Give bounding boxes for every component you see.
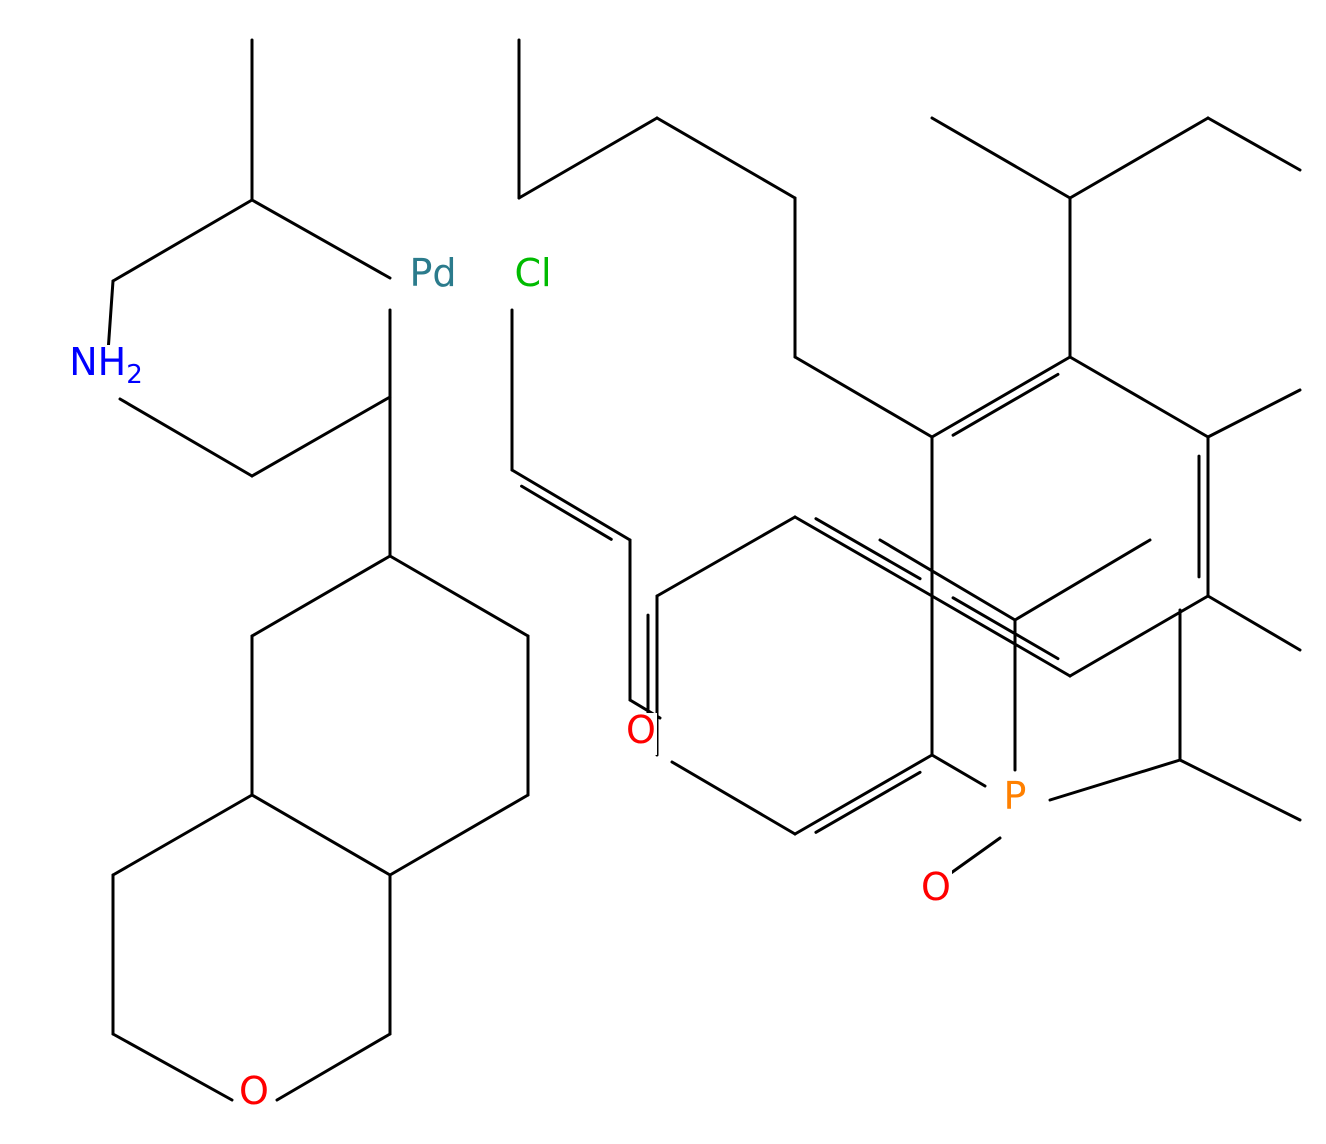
atom-label-o3: O	[238, 1069, 270, 1116]
bond	[1206, 388, 1302, 439]
atom-label-o2: O	[920, 865, 952, 912]
label-backdrop	[506, 256, 560, 298]
atom-symbol: P	[1004, 774, 1027, 818]
bond	[275, 1032, 392, 1102]
bond	[1048, 758, 1182, 802]
label-backdrop	[920, 870, 952, 912]
atom-label-layer: Pd Cl NH2 O O O P	[69, 251, 1031, 1116]
bond	[1068, 355, 1210, 439]
bond	[793, 355, 934, 439]
label-backdrop	[238, 1074, 270, 1116]
bond	[814, 770, 922, 834]
bond	[1206, 116, 1302, 172]
bond	[517, 116, 659, 200]
bond	[930, 753, 987, 788]
bond	[655, 515, 797, 598]
bond	[655, 116, 797, 200]
atom-label-n1: NH2	[69, 340, 143, 390]
bond	[250, 395, 392, 478]
bond	[930, 355, 1072, 439]
bond	[793, 753, 934, 836]
bond	[250, 793, 392, 877]
bond	[1206, 594, 1302, 652]
bond	[670, 760, 797, 836]
atom-label-p1: P	[999, 774, 1031, 821]
atom-symbol: Cl	[514, 251, 551, 295]
atom-symbol: Pd	[409, 251, 456, 295]
atom-symbol: O	[239, 1069, 269, 1113]
atom-label-cl: Cl	[506, 251, 560, 298]
bond	[388, 793, 530, 877]
atom-label-pd: Pd	[406, 251, 460, 298]
label-backdrop	[71, 345, 141, 387]
bond	[111, 793, 254, 877]
bond	[930, 116, 1072, 200]
atom-subscript: 2	[126, 360, 143, 390]
bond	[520, 484, 613, 541]
label-backdrop	[625, 713, 657, 755]
bond	[878, 538, 1017, 622]
bond	[814, 517, 922, 581]
bond	[951, 372, 1060, 437]
bond	[111, 198, 254, 283]
bond-layer	[106, 38, 1302, 1102]
bond	[930, 594, 1072, 678]
label-backdrop	[406, 256, 460, 298]
bond	[1013, 538, 1152, 622]
bond	[388, 554, 530, 638]
bond	[1178, 758, 1302, 822]
bond	[793, 515, 934, 598]
label-backdrop	[999, 779, 1031, 821]
bond	[118, 397, 254, 478]
bond	[111, 1032, 234, 1102]
bond	[250, 198, 392, 280]
bond	[250, 554, 392, 638]
atom-symbol: O	[626, 708, 656, 752]
bond	[942, 836, 1002, 880]
atom-label-o1: O	[625, 708, 657, 755]
bond	[1068, 116, 1210, 200]
bond	[106, 279, 115, 354]
bond	[951, 596, 1060, 661]
bond	[510, 468, 632, 542]
bond	[1068, 594, 1210, 678]
atom-symbol: O	[921, 865, 951, 909]
